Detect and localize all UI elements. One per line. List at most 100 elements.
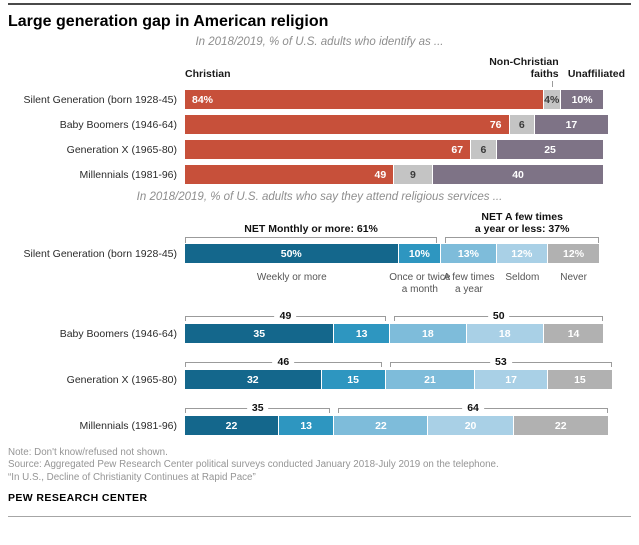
legend-label-christian: Christian [185, 67, 231, 80]
bracket-tick [185, 237, 186, 243]
net-few-times-or-less-bracket: 53 [389, 355, 612, 370]
legend-label-non-christian-faiths: Non-Christian faiths [489, 56, 559, 80]
bar-track: 32 15 21 17 15 [185, 370, 612, 389]
net-monthly-or-more-bracket: 35 [185, 401, 331, 416]
footer-report-title: “In U.S., Decline of Christianity Contin… [8, 471, 256, 483]
net-few-times-or-less-bracket: 50 [393, 309, 604, 324]
legend-label-unaffiliated: Unaffiliated [567, 67, 625, 80]
bar-segment-unaffiliated: 17 [535, 115, 608, 134]
bar-segment-seldom: 20 [428, 416, 514, 435]
pew-research-center-wordmark: PEW RESEARCH CENTER [8, 491, 148, 504]
net-bracket-rule [445, 237, 600, 243]
footer-source: Source: Aggregated Pew Research Center p… [8, 459, 499, 471]
bracket-tick [329, 408, 331, 413]
category-label: Generation X (1965-80) [66, 373, 177, 386]
bracket-tick [598, 237, 600, 243]
net-monthly-or-more-bracket: 49 [185, 309, 386, 324]
chart-row-silent-generation-born-1928-45: Silent Generation (born 1928-45) 50% 10% 13… [8, 244, 612, 263]
chart-row-generation-x-1965-80: Generation X (1965-80) 32 15 21 17 15 [8, 370, 612, 389]
net-few-times-or-less-bracket: 64 [338, 401, 608, 416]
chart-row-millennials-1981-96: Millennials (1981-96) 49 9 40 [8, 165, 612, 184]
bar-track: 49 9 40 [185, 165, 612, 184]
net-value-right: 64 [462, 401, 484, 415]
net-bracket-area: 35 64 [185, 401, 612, 416]
bracket-line [185, 237, 438, 238]
net-monthly-or-more-bracket: NET Monthly or more: 61% [185, 222, 438, 243]
category-label: Silent Generation (born 1928-45) [23, 93, 177, 106]
bracket-tick [393, 316, 395, 321]
net-monthly-or-more-label: NET Monthly or more: 61% [244, 222, 378, 235]
bar-segment-never: 14 [543, 324, 604, 343]
bracket-tick [185, 408, 186, 413]
segment-axis-labels-area: Weekly or more Once or twice a month A few… [185, 269, 612, 297]
bar-segment-a-few-times-a-year: 22 [334, 416, 429, 435]
bar-segment-non-christian-faiths: 4% [543, 90, 561, 109]
bracket-tick [436, 237, 438, 243]
segment-axis-label-once-or-twice-a-month: Once or twice a month [389, 272, 451, 295]
category-label: Baby Boomers (1946-64) [59, 118, 177, 131]
bar-segment-christian: 49 [185, 165, 395, 184]
net-value-right: 53 [489, 355, 512, 369]
net-value-left: 35 [246, 401, 269, 415]
bar-track: 50% 10% 13% 12% 12% [185, 244, 612, 263]
bottom-divider [8, 515, 631, 517]
attendance-block-millennials-1981-96: 35 64 Millennials (1981-96) 22 13 22 20 22 [8, 401, 612, 435]
bar-segment-once-or-twice-a-month: 15 [321, 370, 386, 389]
bar-segment-once-or-twice-a-month: 13 [278, 416, 335, 435]
bar-segment-non-christian-faiths: 9 [394, 165, 433, 184]
segment-axis-label-seldom: Seldom [505, 272, 540, 283]
bar-segment-non-christian-faiths: 6 [509, 115, 536, 134]
bracket-tick [338, 408, 340, 413]
net-value-right: 50 [487, 309, 510, 323]
attendance-block-silent-generation-born-1928-45: NET Monthly or more: 61% NET A few times … [8, 210, 612, 297]
bar-segment-unaffiliated: 10% [560, 90, 604, 109]
bar-segment-unaffiliated: 40 [432, 165, 604, 184]
bar-segment-a-few-times-a-year: 13% [441, 244, 497, 263]
net-monthly-or-more-bracket: 46 [185, 355, 382, 370]
segment-axis-labels-row: Weekly or more Once or twice a month A few… [8, 269, 612, 297]
bar-segment-never: 22 [513, 416, 608, 435]
top-divider [8, 3, 631, 5]
bar-segment-christian: 76 [185, 115, 510, 134]
category-label: Millennials (1981-96) [79, 168, 177, 181]
net-bracket-area: 49 50 [185, 309, 612, 324]
bar-segment-weekly-or-more: 22 [185, 416, 279, 435]
chart2-subtitle: In 2018/2019, % of U.S. adults who say t… [136, 191, 503, 203]
chart-row-baby-boomers-1946-64: Baby Boomers (1946-64) 35 13 18 18 14 [8, 324, 612, 343]
net-bracket-row: 35 64 [8, 401, 612, 416]
bar-track: 76 6 17 [185, 115, 612, 134]
label-spacer [8, 355, 185, 370]
net-value-left: 46 [272, 355, 295, 369]
bar-segment-never: 15 [547, 370, 612, 389]
bar-segment-weekly-or-more: 35 [185, 324, 335, 343]
chart1-rows: Silent Generation (born 1928-45) 84% 4% 10%… [8, 90, 612, 184]
bracket-tick [610, 362, 612, 367]
net-bracket-rule [185, 237, 438, 243]
bracket-tick [606, 408, 608, 413]
net-bracket-row: NET Monthly or more: 61% NET A few times … [8, 210, 612, 244]
attendance-block-generation-x-1965-80: 46 53 Generation X (1965-80) 32 15 21 17 15 [8, 355, 612, 389]
bar-segment-unaffiliated: 25 [496, 140, 604, 159]
chart-row-silent-generation-born-1928-45: Silent Generation (born 1928-45) 84% 4% 10% [8, 90, 612, 109]
bar-segment-weekly-or-more: 32 [185, 370, 322, 389]
page-title: Large generation gap in American religio… [8, 13, 329, 30]
attendance-block-baby-boomers-1946-64: 49 50 Baby Boomers (1946-64) 35 13 18 18 14 [8, 309, 612, 343]
religious-identity-chart: Christian Non-Christian faiths Unaffilia… [8, 49, 625, 184]
chart1-subtitle: In 2018/2019, % of U.S. adults who ident… [195, 36, 444, 48]
category-label: Baby Boomers (1946-64) [59, 327, 177, 340]
bracket-tick [380, 362, 382, 367]
category-label: Millennials (1981-96) [79, 419, 177, 432]
net-bracket-row: 46 53 [8, 355, 612, 370]
bar-segment-seldom: 12% [496, 244, 548, 263]
bar-segment-christian: 84% [185, 90, 544, 109]
net-value-left: 49 [274, 309, 297, 323]
bar-track: 84% 4% 10% [185, 90, 612, 109]
net-bracket-area: NET Monthly or more: 61% NET A few times … [185, 210, 612, 244]
bar-track: 22 13 22 20 22 [185, 416, 612, 435]
bar-segment-seldom: 18 [466, 324, 544, 343]
bar-segment-weekly-or-more: 50% [185, 244, 399, 263]
bar-segment-non-christian-faiths: 6 [471, 140, 497, 159]
footer: Note: Don't know/refused not shown. Sour… [8, 447, 631, 484]
bracket-tick [384, 316, 386, 321]
bracket-line [445, 237, 600, 238]
